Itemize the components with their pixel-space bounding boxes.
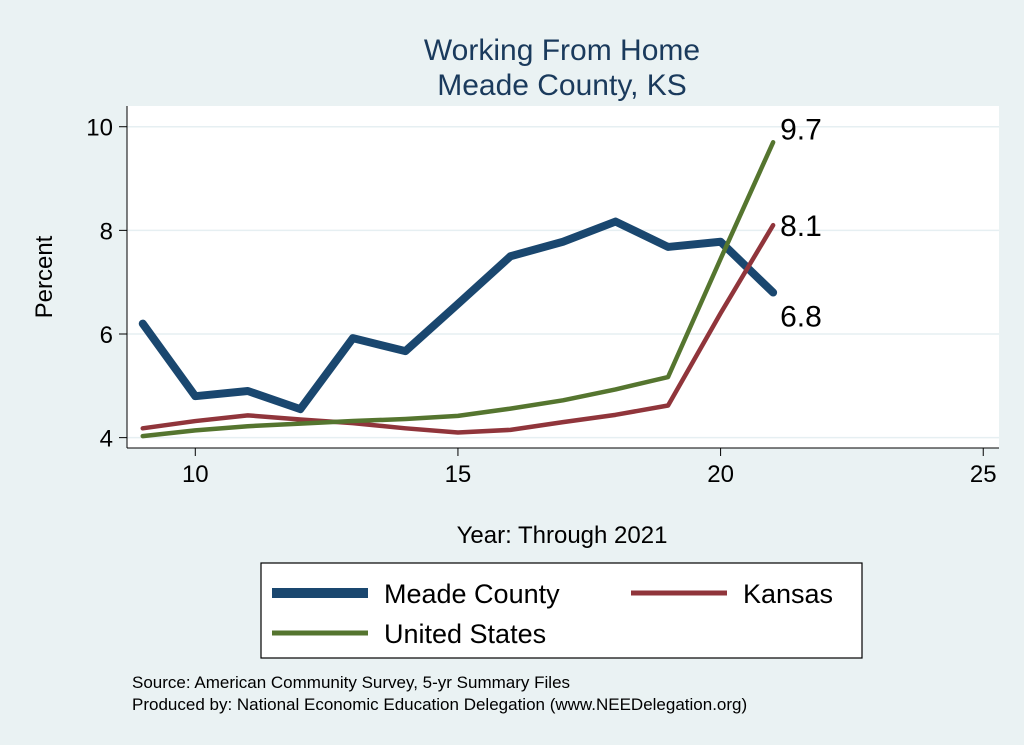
end-label-kansas: 8.1 (780, 210, 822, 243)
end-label-united-states: 9.7 (780, 113, 822, 146)
legend-box (260, 562, 863, 659)
x-tick-label-15: 15 (445, 461, 472, 488)
legend-label-kansas: Kansas (743, 579, 833, 609)
chart-title-line-1: Working From Home (424, 34, 700, 67)
x-tick-label-25: 25 (970, 461, 997, 488)
series-line-kansas (140, 222, 776, 435)
series-line-meade-county (138, 217, 778, 414)
legend-label-meade-county: Meade County (384, 579, 560, 609)
producer-note: Produced by: National Economic Education… (132, 695, 747, 714)
y-tick-label-4: 4 (100, 426, 113, 453)
x-tick-label-10: 10 (182, 461, 209, 488)
end-label-meade-county: 6.8 (780, 301, 822, 334)
source-note: Source: American Community Survey, 5-yr … (132, 673, 570, 692)
y-tick-label-8: 8 (100, 218, 113, 245)
x-tick-label-20: 20 (707, 461, 734, 488)
legend: Meade County Kansas United States (260, 562, 863, 659)
plot-area (127, 106, 999, 448)
chart-title-line-2: Meade County, KS (437, 69, 687, 102)
x-axis-title: Year: Through 2021 (457, 522, 668, 549)
series-line-united-states (140, 140, 776, 439)
legend-label-united-states: United States (384, 619, 546, 649)
y-axis-title: Percent (31, 235, 58, 318)
y-tick-label-10: 10 (86, 115, 113, 142)
y-tick-label-6: 6 (100, 322, 113, 349)
